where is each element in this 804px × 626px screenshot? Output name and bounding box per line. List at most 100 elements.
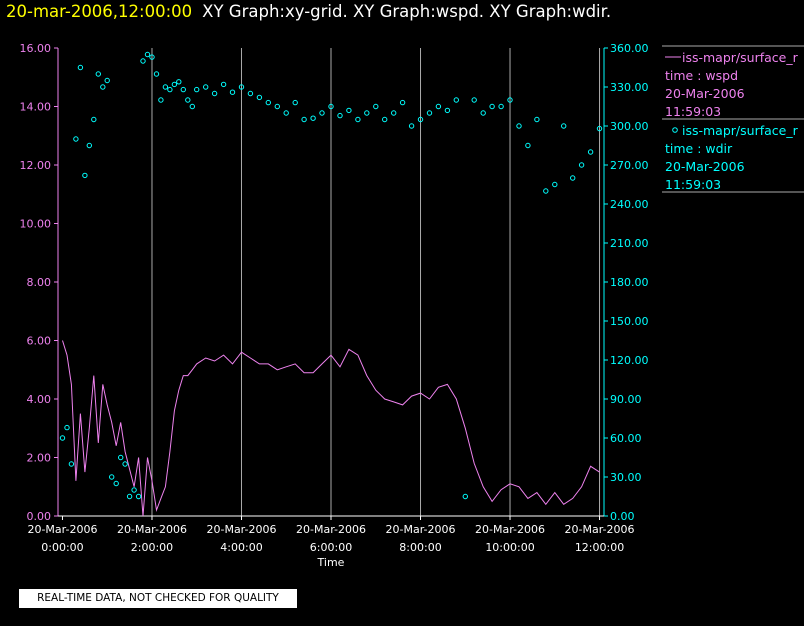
wdir-point bbox=[77, 64, 84, 71]
wdir-point bbox=[310, 115, 316, 121]
tick-labels: 0.00 2.00 4.00 6.00 8.00 10.00 12.00 14.00 16.00… bbox=[20, 42, 649, 554]
left-tick-label: 8.00 bbox=[27, 276, 52, 289]
wdir-point bbox=[596, 125, 603, 132]
wdir-point bbox=[131, 487, 137, 493]
wdir-point bbox=[220, 81, 227, 88]
wdir-point bbox=[337, 112, 343, 119]
right-tick-label: 360.00 bbox=[610, 42, 649, 55]
wdir-point bbox=[162, 84, 169, 90]
wdir-point bbox=[391, 110, 397, 116]
left-tick-label: 0.00 bbox=[27, 510, 52, 523]
wdir-point bbox=[185, 97, 191, 103]
wdir-point bbox=[73, 136, 79, 142]
wdir-point bbox=[417, 116, 424, 123]
right-tick-label: 240.00 bbox=[610, 198, 649, 211]
wdir-point bbox=[149, 54, 155, 60]
wdir-point bbox=[64, 424, 70, 431]
left-tick-label: 6.00 bbox=[27, 335, 52, 348]
wdir-point bbox=[68, 461, 75, 467]
title-graph-names: XY Graph:xy-grid. XY Graph:wspd. XY Grap… bbox=[202, 2, 611, 21]
wdir-point bbox=[91, 116, 97, 123]
title-date-time: 20-mar-2006,12:00:00 bbox=[6, 2, 192, 21]
x-tick-time-label: 4:00:00 bbox=[220, 541, 262, 554]
right-tick-label: 60.00 bbox=[610, 432, 642, 445]
wdir-point bbox=[399, 99, 406, 106]
wdir-point bbox=[140, 58, 146, 64]
wdir-point bbox=[122, 461, 128, 467]
wdir-point bbox=[189, 103, 196, 110]
wdir-point bbox=[211, 90, 218, 97]
left-tick-label: 4.00 bbox=[27, 393, 52, 406]
wdir-point bbox=[265, 99, 271, 106]
wdir-point bbox=[444, 107, 451, 114]
wdir-point bbox=[176, 79, 182, 85]
x-tick-time-label: 2:00:00 bbox=[131, 541, 173, 554]
x-tick-date-label: 20-Mar-2006 bbox=[475, 523, 545, 536]
left-tick-label: 14.00 bbox=[20, 101, 52, 114]
x-tick-date-label: 20-Mar-2006 bbox=[117, 523, 187, 536]
wdir-point bbox=[158, 97, 164, 103]
wdir-point bbox=[256, 94, 263, 101]
legend-series-date: 20-Mar-2006 bbox=[665, 86, 745, 101]
wdir-point bbox=[364, 110, 370, 116]
legend-series-clock: 11:59:03 bbox=[665, 177, 721, 192]
right-tick-label: 120.00 bbox=[610, 354, 649, 367]
wdir-point bbox=[144, 51, 151, 58]
right-tick-label: 30.00 bbox=[610, 471, 642, 484]
right-tick-label: 90.00 bbox=[610, 393, 642, 406]
wdir-point bbox=[194, 86, 200, 93]
wdir-point bbox=[462, 493, 468, 500]
wdir-point bbox=[135, 493, 142, 500]
wdir-point bbox=[153, 71, 160, 77]
wdir-point bbox=[113, 480, 119, 487]
wdir-point bbox=[86, 142, 93, 149]
legend-series-date: 20-Mar-2006 bbox=[665, 159, 745, 174]
wdir-point bbox=[283, 110, 289, 116]
graph-title: 20-mar-2006,12:00:00 XY Graph:xy-grid. XY… bbox=[6, 2, 611, 21]
legend-series-clock: 11:59:03 bbox=[665, 104, 721, 119]
wdir-point bbox=[203, 84, 209, 90]
wdir-point bbox=[453, 97, 459, 103]
wdir-point bbox=[426, 110, 433, 116]
wdir-point bbox=[59, 435, 66, 441]
x-axis-label: Time bbox=[317, 556, 345, 569]
x-tick-time-label: 0:00:00 bbox=[41, 541, 83, 554]
wdir-point bbox=[498, 103, 504, 110]
wdir-point bbox=[471, 97, 477, 103]
legend-series-name: iss-mapr/surface_r bbox=[682, 123, 799, 138]
x-tick-date-label: 20-Mar-2006 bbox=[27, 523, 97, 536]
left-tick-label: 10.00 bbox=[20, 218, 52, 231]
wdir-point bbox=[104, 77, 110, 84]
right-tick-label: 330.00 bbox=[610, 81, 649, 94]
wdir-point bbox=[109, 474, 115, 480]
wdir-point bbox=[578, 162, 585, 168]
wdir-point bbox=[229, 89, 236, 95]
quality-disclaimer: REAL-TIME DATA, NOT CHECKED FOR QUALITY bbox=[19, 589, 297, 608]
left-tick-label: 16.00 bbox=[20, 42, 52, 55]
data-series bbox=[59, 51, 603, 517]
wdir-point bbox=[480, 110, 486, 116]
right-tick-label: 270.00 bbox=[610, 159, 649, 172]
wdir-point bbox=[346, 107, 352, 114]
grid-lines bbox=[151, 48, 601, 516]
wdir-point bbox=[570, 175, 576, 181]
wdir-point bbox=[274, 103, 280, 110]
wspd-series-line bbox=[62, 340, 600, 517]
wdir-point bbox=[180, 86, 187, 93]
wdir-point bbox=[561, 123, 567, 129]
wdir-point bbox=[301, 116, 307, 123]
wdir-point bbox=[525, 142, 531, 149]
wdir-point bbox=[171, 81, 178, 88]
wdir-point bbox=[100, 84, 106, 90]
legend-series-name: iss-mapr/surface_r bbox=[682, 50, 799, 65]
wdir-point bbox=[373, 103, 379, 110]
wdir-point bbox=[382, 116, 388, 123]
wdir-point bbox=[238, 84, 245, 90]
x-tick-time-label: 6:00:00 bbox=[310, 541, 352, 554]
wdir-point bbox=[319, 110, 325, 116]
wdir-point bbox=[587, 149, 594, 155]
wdir-point bbox=[507, 97, 513, 103]
wdir-point bbox=[292, 99, 298, 106]
